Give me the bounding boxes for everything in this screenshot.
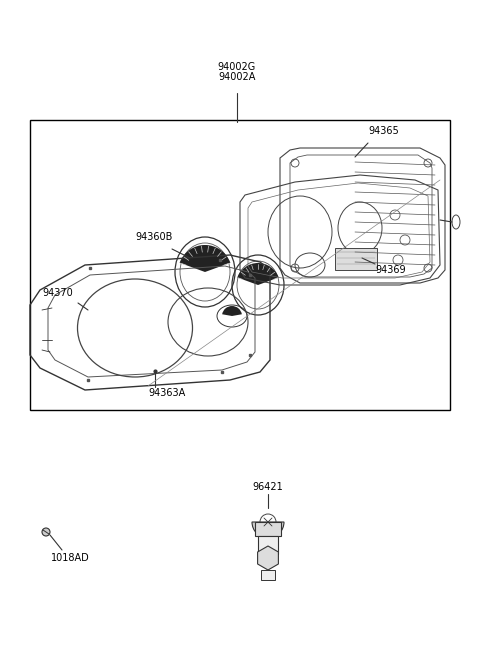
Text: 94369: 94369 — [375, 265, 406, 275]
Polygon shape — [258, 546, 278, 570]
Circle shape — [42, 528, 50, 536]
Bar — [258, 536, 278, 554]
Bar — [30, 120, 450, 410]
Wedge shape — [222, 306, 242, 316]
Bar — [335, 248, 377, 270]
Text: 94363A: 94363A — [148, 388, 185, 398]
Text: 94365: 94365 — [368, 126, 399, 136]
Bar — [261, 570, 275, 580]
Bar — [255, 522, 281, 536]
Text: 96421: 96421 — [252, 482, 283, 492]
Text: 1018AD: 1018AD — [50, 553, 89, 563]
Text: 94002G: 94002G — [218, 62, 256, 72]
Wedge shape — [180, 245, 230, 272]
Text: 94370: 94370 — [42, 288, 73, 298]
Wedge shape — [237, 263, 279, 285]
Text: 94360B: 94360B — [135, 232, 172, 242]
Wedge shape — [252, 522, 284, 538]
Text: 94002A: 94002A — [218, 72, 256, 82]
